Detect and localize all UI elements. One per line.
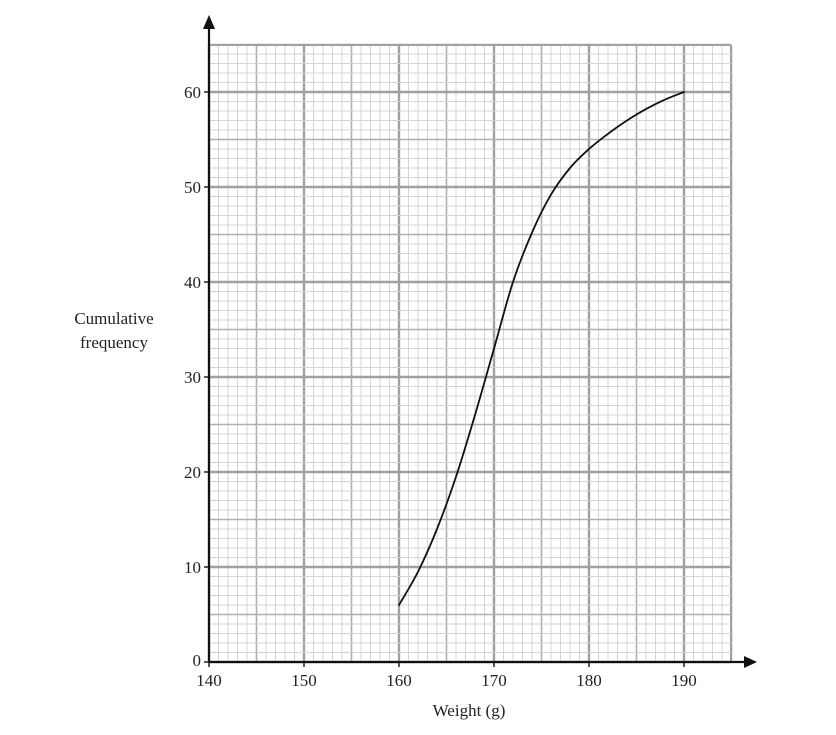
grid bbox=[207, 43, 733, 664]
y-tick-label: 40 bbox=[184, 273, 201, 292]
axis-titles: Weight (g) Cumulative frequency bbox=[74, 309, 505, 720]
x-axis-title: Weight (g) bbox=[433, 701, 506, 720]
tick-labels: 140 150 160 170 180 190 0 10 20 30 40 50 60 bbox=[184, 83, 697, 690]
x-tick-label: 160 bbox=[386, 671, 412, 690]
y-tick-label: 50 bbox=[184, 178, 201, 197]
x-tick-label: 150 bbox=[291, 671, 317, 690]
x-tick-label: 140 bbox=[196, 671, 222, 690]
y-tick-label: 20 bbox=[184, 463, 201, 482]
axes bbox=[203, 15, 757, 668]
y-tick-label: 0 bbox=[193, 651, 202, 670]
x-tick-label: 180 bbox=[576, 671, 602, 690]
x-tick-label: 170 bbox=[481, 671, 507, 690]
y-tick-label: 30 bbox=[184, 368, 201, 387]
y-axis-title-line: frequency bbox=[80, 333, 148, 352]
y-tick-label: 60 bbox=[184, 83, 201, 102]
y-axis-title-line: Cumulative bbox=[74, 309, 153, 328]
curve-layer bbox=[398, 91, 685, 606]
x-tick-label: 190 bbox=[671, 671, 697, 690]
x-axis-arrow-icon bbox=[744, 656, 757, 668]
y-axis-arrow-icon bbox=[203, 15, 215, 29]
y-tick-label: 10 bbox=[184, 558, 201, 577]
cumulative-frequency-curve bbox=[398, 91, 685, 606]
